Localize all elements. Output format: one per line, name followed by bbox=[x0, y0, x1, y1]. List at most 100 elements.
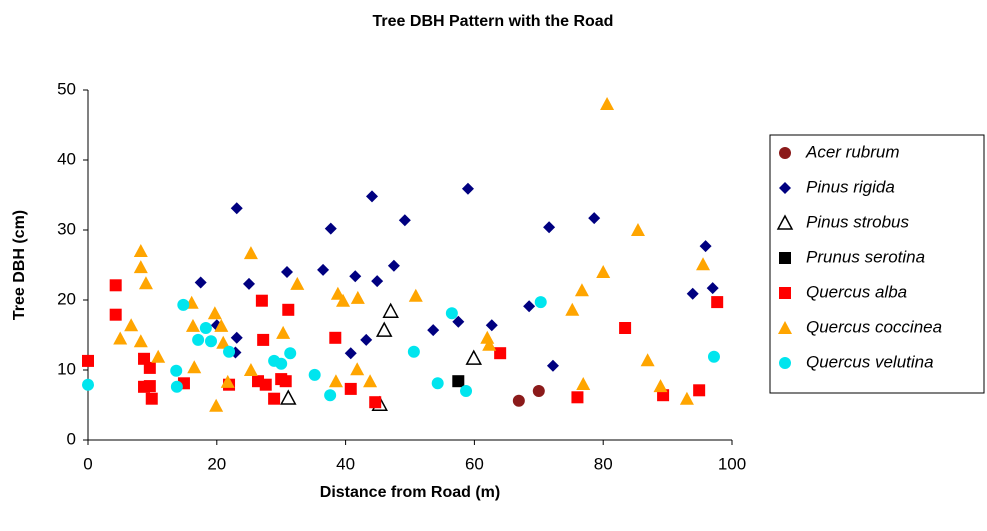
point bbox=[329, 331, 342, 344]
point bbox=[255, 294, 268, 307]
point bbox=[571, 391, 584, 404]
point bbox=[619, 322, 632, 334]
x-tick-label: 100 bbox=[718, 454, 746, 473]
point bbox=[82, 354, 94, 367]
point bbox=[350, 362, 365, 376]
point bbox=[133, 244, 148, 257]
point bbox=[282, 303, 295, 316]
point bbox=[257, 333, 270, 346]
point bbox=[574, 283, 589, 297]
point bbox=[194, 276, 207, 289]
point bbox=[653, 379, 668, 393]
legend-label: Pinus strobus bbox=[806, 212, 909, 231]
y-tick-label: 40 bbox=[57, 149, 76, 168]
point bbox=[279, 375, 292, 388]
x-tick-label: 60 bbox=[465, 454, 484, 473]
point bbox=[494, 347, 507, 360]
point bbox=[543, 221, 556, 234]
point bbox=[465, 349, 483, 365]
point bbox=[532, 385, 545, 397]
point bbox=[268, 392, 281, 405]
x-axis-title: Distance from Road (m) bbox=[320, 484, 500, 501]
point bbox=[220, 374, 235, 388]
point bbox=[630, 223, 645, 236]
point bbox=[133, 260, 148, 274]
point bbox=[205, 335, 218, 348]
point bbox=[243, 363, 258, 376]
point bbox=[387, 259, 400, 272]
point bbox=[243, 277, 255, 290]
point bbox=[452, 375, 465, 388]
point bbox=[375, 321, 393, 337]
point bbox=[360, 333, 373, 346]
legend-label: Quercus alba bbox=[806, 282, 907, 301]
point bbox=[460, 385, 473, 397]
point bbox=[284, 347, 297, 360]
point bbox=[170, 380, 183, 393]
point bbox=[82, 378, 94, 391]
point bbox=[452, 315, 465, 328]
point bbox=[138, 276, 153, 290]
point bbox=[259, 378, 272, 391]
x-tick-label: 40 bbox=[336, 454, 355, 473]
legend-marker bbox=[779, 252, 791, 264]
point bbox=[330, 286, 345, 300]
point bbox=[192, 333, 205, 346]
point bbox=[109, 308, 122, 321]
legend-label: Prunus serotina bbox=[806, 247, 925, 266]
point bbox=[482, 337, 497, 351]
point bbox=[696, 257, 711, 271]
point bbox=[151, 349, 166, 363]
point bbox=[600, 97, 615, 110]
legend-marker bbox=[776, 214, 794, 230]
legend-label: Acer rubrum bbox=[805, 142, 900, 161]
point bbox=[369, 396, 382, 409]
point bbox=[382, 302, 399, 318]
chart-title: Tree DBH Pattern with the Road bbox=[373, 13, 614, 30]
legend-label: Pinus rigida bbox=[806, 177, 895, 196]
point bbox=[344, 382, 357, 395]
point bbox=[657, 389, 670, 402]
point bbox=[480, 330, 495, 344]
legend-label: Quercus velutina bbox=[806, 352, 934, 371]
point bbox=[252, 375, 265, 388]
point bbox=[398, 214, 411, 227]
point bbox=[640, 353, 655, 367]
point bbox=[199, 322, 212, 334]
point bbox=[324, 389, 337, 402]
point bbox=[512, 394, 525, 407]
point bbox=[565, 302, 580, 316]
point bbox=[243, 246, 258, 260]
point bbox=[324, 222, 337, 235]
point bbox=[276, 325, 291, 339]
point bbox=[328, 374, 343, 388]
point bbox=[280, 389, 297, 405]
point bbox=[427, 324, 440, 337]
point bbox=[371, 275, 384, 288]
point bbox=[133, 334, 148, 348]
y-axis-title: Tree DBH (cm) bbox=[11, 210, 28, 320]
point bbox=[170, 364, 183, 377]
point bbox=[177, 298, 190, 311]
point bbox=[230, 331, 243, 344]
legend-marker bbox=[779, 287, 791, 299]
point bbox=[308, 368, 321, 381]
y-tick-label: 30 bbox=[57, 219, 76, 238]
point bbox=[363, 374, 378, 388]
point bbox=[223, 345, 236, 358]
legend-marker bbox=[779, 147, 791, 159]
point bbox=[216, 335, 231, 349]
point bbox=[317, 263, 330, 276]
point bbox=[407, 345, 420, 358]
legend-label: Quercus coccinea bbox=[806, 317, 942, 336]
point bbox=[445, 307, 458, 320]
point bbox=[209, 398, 224, 412]
point bbox=[596, 265, 611, 278]
point bbox=[461, 182, 474, 195]
point bbox=[336, 293, 351, 307]
point bbox=[207, 306, 222, 320]
point bbox=[408, 288, 423, 302]
point bbox=[124, 318, 139, 332]
point bbox=[185, 318, 200, 332]
